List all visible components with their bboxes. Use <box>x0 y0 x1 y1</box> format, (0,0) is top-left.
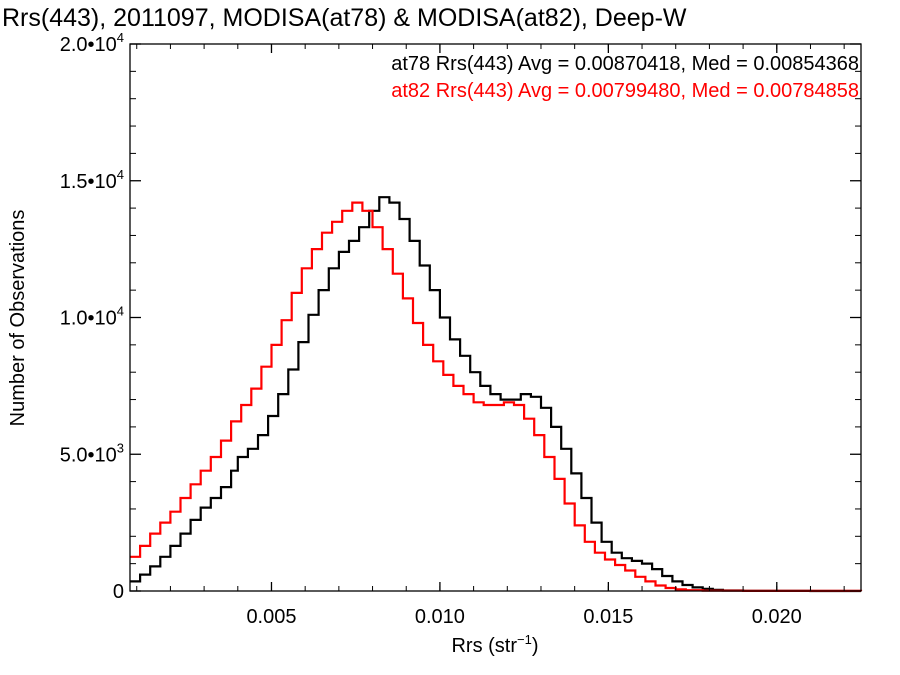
series-layer <box>130 196 863 593</box>
legend-entry: at78 Rrs(443) Avg = 0.00870418, Med = 0.… <box>391 53 859 75</box>
chart-title: Rrs(443), 2011097, MODISA(at78) & MODISA… <box>2 4 687 32</box>
legend-entry: at82 Rrs(443) Avg = 0.00799480, Med = 0.… <box>391 80 859 102</box>
legend: at78 Rrs(443) Avg = 0.00870418, Med = 0.… <box>391 53 859 102</box>
y-tick-label: 1.0•104 <box>60 304 124 330</box>
y-axis-label: Number of Observations <box>7 210 29 427</box>
x-axis-label: Rrs (str−1) <box>451 632 538 657</box>
x-tick-label: 0.015 <box>583 606 633 628</box>
x-tick-label: 0.010 <box>415 606 465 628</box>
x-tick-label: 0.005 <box>246 606 296 628</box>
series-at78-line <box>130 196 861 593</box>
plot-frame <box>129 43 862 592</box>
y-tick-label: 1.5•104 <box>60 167 124 193</box>
ticks-layer: 0.005 0.010 0.015 0.020 0 5.0•103 1.0•104 1.5•1… <box>60 30 861 628</box>
x-axis-label-main: Rrs (str <box>451 635 517 657</box>
series-at82-line <box>130 201 863 592</box>
y-tick-label: 5.0•103 <box>60 440 124 466</box>
y-tick-label: 2.0•104 <box>60 30 124 56</box>
y-tick-label: 0 <box>113 581 124 603</box>
x-axis-label-suffix: ) <box>532 635 539 657</box>
x-axis-label-superscript: −1 <box>517 632 532 647</box>
x-tick-label: 0.020 <box>752 606 802 628</box>
